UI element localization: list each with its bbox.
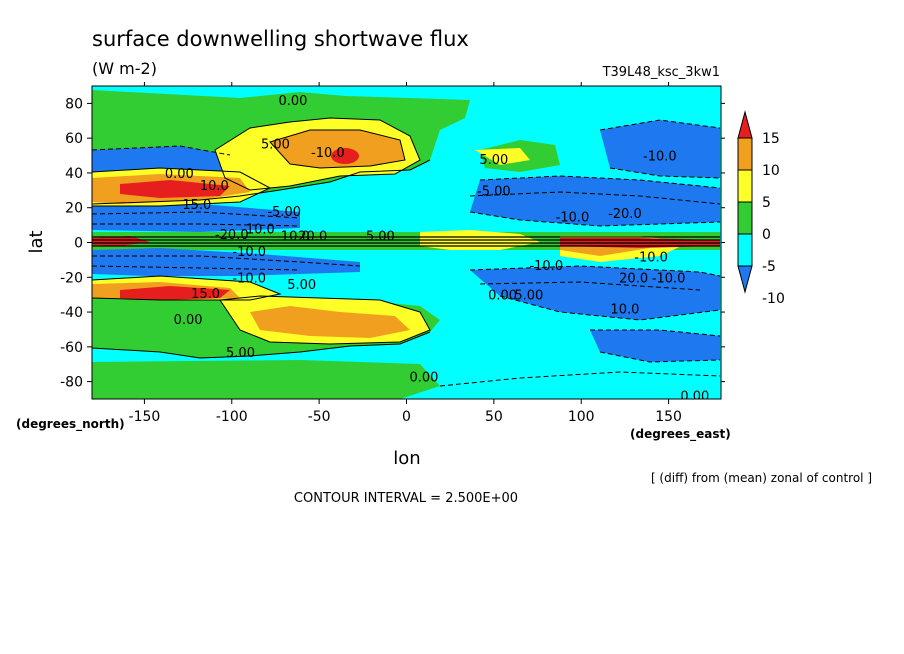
y-tick-label: 80 bbox=[65, 96, 83, 112]
colorbar-label: 15 bbox=[762, 131, 780, 147]
contour-label: 0.00 bbox=[278, 94, 307, 109]
y-axis-label: lat bbox=[26, 230, 47, 253]
chart-units: (W m-2) bbox=[92, 59, 157, 78]
contour-label: 15.0 bbox=[182, 198, 211, 213]
x-axis-units: (degrees_east) bbox=[630, 427, 731, 442]
contour-label: 10.0 bbox=[610, 303, 639, 318]
contour-label: -10.0 bbox=[643, 150, 677, 165]
contour-label: 5.00 bbox=[366, 230, 395, 245]
x-tick-label: 100 bbox=[568, 409, 595, 425]
contour-label: -10.0 bbox=[556, 210, 590, 225]
contour-label: 5.00 bbox=[479, 153, 508, 168]
colorbar-label: -10 bbox=[762, 291, 785, 307]
contour-label: 0.00 bbox=[165, 167, 194, 182]
contour-label: -10.0 bbox=[276, 230, 310, 245]
contour-label: 0.00 bbox=[488, 289, 517, 304]
colorbar-bottom-arrow bbox=[737, 265, 753, 294]
colorbar-segment bbox=[737, 201, 753, 235]
colorbar-label: 0 bbox=[762, 227, 771, 243]
colorbar-label: -5 bbox=[762, 259, 776, 275]
colorbar: 15 10 5 0 -5 -10 bbox=[737, 110, 785, 307]
contour-label: 5.00 bbox=[287, 278, 316, 293]
contour-label: -5.00 bbox=[267, 205, 301, 220]
x-tick-label: 50 bbox=[485, 409, 503, 425]
y-tick-label: -80 bbox=[60, 375, 83, 391]
x-tick-label: -150 bbox=[129, 409, 161, 425]
contour-label: 5.00 bbox=[261, 137, 290, 152]
contour-label: -5.00 bbox=[477, 184, 511, 199]
y-tick-label: -40 bbox=[60, 305, 83, 321]
y-tick-label: 20 bbox=[65, 201, 83, 217]
colorbar-top-arrow bbox=[737, 110, 753, 139]
contour-label: 5.00 bbox=[514, 289, 543, 304]
subtitle-note: [ (diff) from (mean) zonal of control ] bbox=[651, 471, 872, 485]
y-tick-label: 0 bbox=[74, 236, 83, 252]
contour-label: -20.0 bbox=[608, 207, 642, 222]
contour-label: -20.0 bbox=[215, 228, 249, 243]
x-tick-label: 150 bbox=[655, 409, 682, 425]
contour-label: 0.00 bbox=[409, 370, 438, 385]
contour-interval: CONTOUR INTERVAL = 2.500E+00 bbox=[294, 491, 518, 506]
y-tick-label: -60 bbox=[60, 340, 83, 356]
chart-title: surface downwelling shortwave flux bbox=[92, 27, 469, 51]
contour-label: -10.0 bbox=[634, 250, 668, 265]
colorbar-segment bbox=[737, 137, 753, 171]
y-tick-label: -20 bbox=[60, 270, 83, 286]
equatorial-contour-band bbox=[92, 236, 720, 247]
run-label: T39L48_ksc_3kw1 bbox=[602, 65, 720, 80]
x-tick-label: 0 bbox=[402, 409, 411, 425]
contour-label: 10.0 bbox=[200, 179, 229, 194]
x-tick-label: -100 bbox=[216, 409, 248, 425]
contour-label: -10.0 bbox=[241, 223, 275, 238]
contour-label: 0.00 bbox=[174, 313, 203, 328]
contour-label: 0.00 bbox=[680, 390, 709, 405]
contour-label: -20.0 bbox=[294, 230, 328, 245]
contour-label: 5.00 bbox=[226, 346, 255, 361]
solid-contours bbox=[92, 117, 431, 359]
contour-label: -10.0 bbox=[529, 259, 563, 274]
y-axis-units: (degrees_north) bbox=[16, 417, 125, 432]
field-band-neg10 bbox=[92, 120, 720, 362]
contour-label: 15.0 bbox=[191, 287, 220, 302]
colorbar-label: 5 bbox=[762, 195, 771, 211]
y-tick-label: 40 bbox=[65, 166, 83, 182]
contour-label: -10.0 bbox=[232, 271, 266, 286]
dashed-contours bbox=[92, 119, 721, 387]
colorbar-segment bbox=[737, 233, 753, 267]
x-axis-label: lon bbox=[393, 448, 420, 469]
colorbar-label: 10 bbox=[762, 163, 780, 179]
contour-label: -10.0 bbox=[311, 146, 345, 161]
contour-label: -10.0 bbox=[652, 271, 686, 286]
y-tick-label: 60 bbox=[65, 131, 83, 147]
colorbar-segment bbox=[737, 169, 753, 203]
contour-label: 20.0 bbox=[619, 271, 648, 286]
y-axis: -80 -60 -40 -20 0 20 40 60 80 bbox=[60, 96, 725, 391]
contour-label: -10.0 bbox=[232, 245, 266, 260]
x-axis: -150 -100 -50 0 50 100 150 bbox=[129, 82, 682, 425]
x-tick-label: -50 bbox=[308, 409, 331, 425]
